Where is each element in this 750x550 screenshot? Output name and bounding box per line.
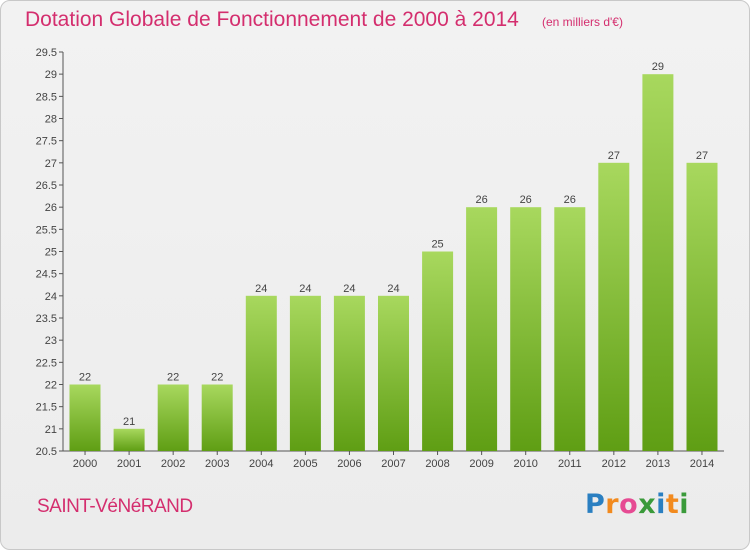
y-tick-label: 22 [45, 380, 57, 392]
x-tick-label-2011: 2011 [558, 458, 582, 470]
data-label-2009: 26 [476, 194, 488, 206]
data-label-2013: 29 [652, 61, 664, 73]
logo-letter: x [638, 489, 657, 520]
logo-letter: o [619, 489, 639, 520]
x-tick-label-2009: 2009 [469, 458, 493, 470]
x-tick-label-2012: 2012 [602, 458, 626, 470]
y-tick-label: 24.5 [36, 269, 57, 281]
y-tick-label: 23.5 [36, 313, 57, 325]
y-tick-label: 29.5 [36, 47, 57, 59]
logo-letter: P [585, 489, 606, 520]
data-label-2002: 22 [167, 372, 179, 384]
x-tick-label-2003: 2003 [205, 458, 229, 470]
logo-letter: i [656, 489, 666, 520]
data-label-2011: 26 [564, 194, 576, 206]
data-label-2004: 24 [255, 283, 267, 295]
x-tick-label-2005: 2005 [293, 458, 317, 470]
x-tick-label-2006: 2006 [337, 458, 361, 470]
chart-title: Dotation Globale de Fonctionnement de 20… [25, 8, 519, 31]
y-tick-label: 24 [45, 291, 57, 303]
data-label-2005: 24 [299, 283, 311, 295]
bar-2000 [69, 384, 101, 451]
y-tick-label: 26 [45, 202, 57, 214]
bar-2001 [113, 428, 145, 451]
data-label-2006: 24 [343, 283, 355, 295]
bar-2009 [466, 207, 498, 451]
bar-2004 [245, 295, 277, 451]
bar-2007 [378, 295, 409, 451]
bar-2005 [289, 295, 321, 451]
y-tick-label: 27.5 [36, 136, 57, 148]
bar-2012 [598, 162, 630, 452]
logo-letter: r [605, 489, 620, 520]
x-tick-label-2014: 2014 [690, 458, 714, 470]
y-tick-label: 26.5 [36, 180, 57, 192]
data-label-2003: 22 [211, 372, 223, 384]
x-tick-label-2004: 2004 [249, 458, 273, 470]
bar-2013 [642, 74, 674, 451]
x-tick-label-2007: 2007 [381, 458, 405, 470]
x-tick-label-2002: 2002 [161, 458, 185, 470]
bar-2002 [157, 384, 189, 451]
x-tick-label-2008: 2008 [425, 458, 449, 470]
y-tick-label: 20.5 [36, 446, 57, 458]
data-label-2007: 24 [387, 283, 399, 295]
y-tick-label: 28.5 [36, 91, 57, 103]
x-tick-label-2010: 2010 [513, 458, 537, 470]
y-tick-label: 21 [45, 424, 57, 436]
bar-2008 [422, 251, 454, 451]
bar-2011 [554, 207, 586, 451]
commune-name: SAINT-VéNéRAND [37, 496, 193, 517]
y-tick-label: 22.5 [36, 357, 57, 369]
bar-2003 [201, 384, 233, 451]
x-tick-label-2001: 2001 [117, 458, 141, 470]
y-tick-label: 28 [45, 114, 57, 126]
chart-unit-subtitle: (en milliers d'€) [542, 15, 623, 29]
bar-2014 [686, 162, 718, 452]
bar-2010 [510, 207, 542, 451]
data-label-2001: 21 [123, 416, 135, 428]
data-label-2014: 27 [696, 150, 708, 162]
x-tick-label-2013: 2013 [646, 458, 670, 470]
y-tick-label: 25 [45, 247, 57, 259]
proxiti-logo: Proxiti [585, 489, 689, 520]
x-tick-label-2000: 2000 [73, 458, 97, 470]
y-tick-label: 23 [45, 335, 57, 347]
data-label-2008: 25 [431, 239, 443, 251]
logo-letter: i [679, 489, 690, 520]
data-label-2000: 22 [79, 372, 91, 384]
logo-letter: t [665, 489, 680, 520]
data-label-2012: 27 [608, 150, 620, 162]
y-tick-label: 27 [45, 158, 57, 170]
y-tick-label: 21.5 [36, 402, 57, 414]
bar-2006 [333, 295, 365, 451]
data-label-2010: 26 [520, 194, 532, 206]
y-tick-label: 29 [45, 69, 57, 81]
y-tick-label: 25.5 [36, 224, 57, 236]
